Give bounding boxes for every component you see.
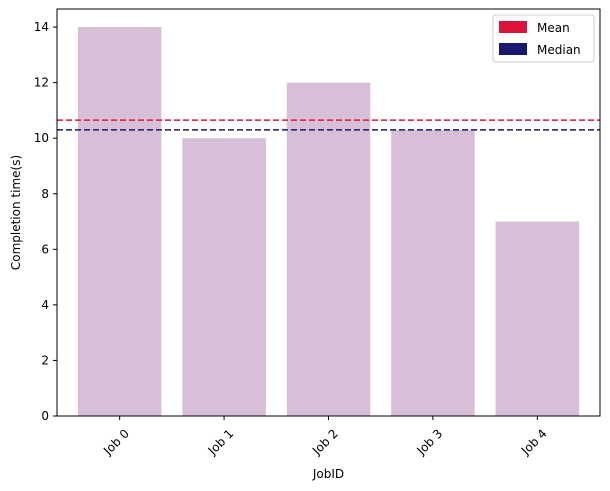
y-axis-label: Completion time(s) [9,155,23,270]
x-axis-ticks: Job 0 Job 1 Job 2 Job 3 Job 4 [100,416,550,458]
x-tick-label: Job 2 [309,426,341,458]
legend-label-median: Median [537,43,581,57]
y-tick-label: 10 [34,131,49,145]
x-tick-label: Job 4 [518,426,550,458]
bar-job-0 [77,27,162,417]
reference-lines-layer [57,119,600,131]
x-tick-label: Job 1 [205,426,237,458]
y-tick-label: 2 [41,353,49,367]
x-tick-label: Job 0 [100,426,132,458]
y-tick-label: 8 [41,187,49,201]
y-tick-label: 0 [41,409,49,423]
bar-job-4 [495,221,580,416]
legend-swatch-median [499,43,527,55]
x-tick-label: Job 3 [413,426,445,458]
y-tick-label: 14 [34,20,49,34]
legend: Mean Median [492,14,595,63]
bar-job-3 [391,129,475,416]
y-tick-label: 12 [34,76,49,90]
y-tick-label: 6 [41,242,49,256]
y-axis-ticks: 0 2 4 6 8 10 12 14 [34,20,57,423]
bar-job-2 [286,82,371,417]
legend-swatch-mean [499,21,527,33]
x-axis-label: JobID [312,467,344,481]
bars-layer [77,27,580,417]
legend-label-mean: Mean [537,21,570,35]
y-tick-label: 4 [41,298,49,312]
bar-job-1 [182,138,266,416]
